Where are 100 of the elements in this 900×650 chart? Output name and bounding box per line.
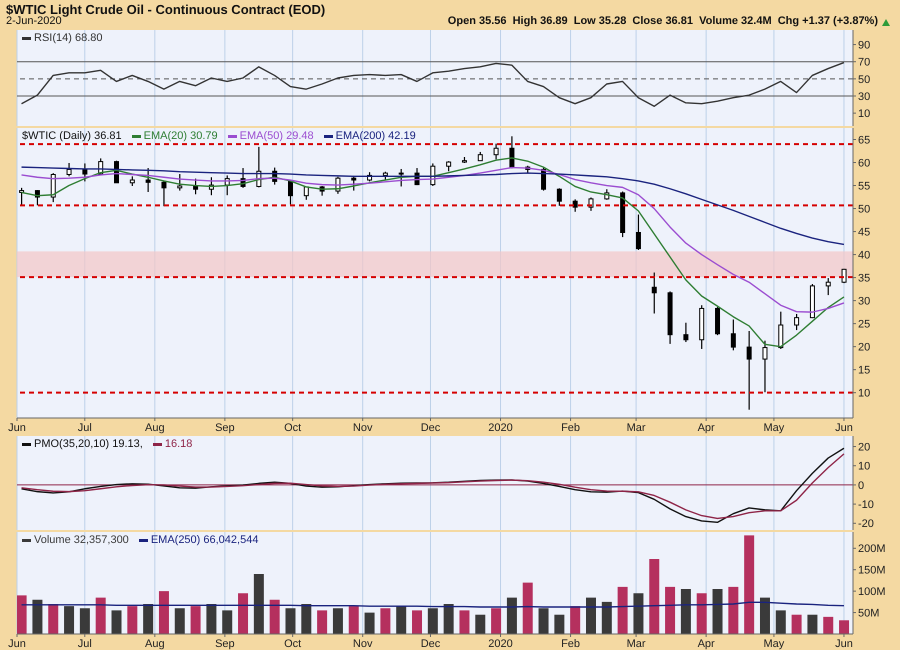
candlestick: [794, 313, 800, 331]
y-tick-label: 35: [858, 272, 870, 285]
y-tick-label: 25: [858, 318, 870, 331]
chart-title: $WTIC Light Crude Oil - Continuous Contract (EOD): [6, 2, 326, 17]
x-tick-label: 2020: [488, 422, 513, 434]
candlestick: [177, 173, 182, 192]
chart-subtitle: 2-Jun-2020: [6, 15, 62, 27]
bar: [348, 606, 359, 634]
y-tick-label: 60: [858, 157, 870, 170]
candlestick: [730, 318, 736, 351]
candlestick: [636, 214, 641, 251]
legend-label: Volume 32,357,300: [33, 534, 129, 546]
x-tick-label: Nov: [352, 638, 373, 650]
y-tick-label: 50: [858, 74, 870, 86]
y-tick-label: 10: [858, 108, 870, 120]
candlestick: [66, 162, 72, 177]
bar: [222, 610, 232, 634]
bar: [380, 608, 390, 634]
candlestick: [826, 277, 831, 296]
bar: [48, 604, 58, 634]
bar: [112, 610, 122, 634]
bar: [491, 608, 502, 634]
x-tick-label: Oct: [284, 422, 302, 434]
y-tick-label: 70: [858, 56, 870, 69]
candlestick: [446, 160, 452, 172]
y-tick-label: 15: [858, 364, 870, 377]
bar: [143, 604, 154, 634]
candlestick: [82, 162, 88, 182]
bar: [364, 612, 375, 634]
x-tick-label: Jun: [8, 422, 26, 434]
x-tick-label: Feb: [561, 422, 580, 434]
bar: [444, 604, 454, 634]
candlestick: [19, 187, 24, 206]
legend-label: EMA(250) 66,042,544: [150, 534, 258, 546]
y-tick-label: 20: [858, 441, 870, 454]
y-tick-label: -20: [858, 518, 874, 530]
legend-label: PMO(35,20,10) 19.13,: [33, 438, 143, 450]
bar: [602, 602, 612, 634]
bar: [475, 614, 486, 634]
bar: [17, 595, 27, 634]
bar: [744, 535, 754, 634]
y-tick-label: 0: [858, 480, 864, 492]
bar: [618, 586, 628, 634]
bar: [80, 608, 90, 634]
bar: [665, 586, 676, 634]
bar: [839, 620, 850, 634]
bar: [586, 598, 596, 634]
y-tick-label: 50M: [858, 607, 880, 620]
y-tick-label: -10: [858, 499, 874, 512]
x-tick-label: May: [764, 422, 785, 434]
bar: [127, 606, 138, 634]
y-tick-label: 90: [858, 39, 870, 52]
x-tick-label: Nov: [352, 422, 373, 434]
bar: [158, 591, 169, 634]
y-tick-label: 200M: [858, 543, 886, 556]
line-series: [20, 62, 845, 107]
candlestick: [146, 167, 151, 193]
y-tick-label: 30: [858, 90, 870, 103]
bar: [696, 593, 707, 634]
x-tick-label: May: [764, 638, 785, 650]
bar: [712, 589, 723, 634]
bar: [190, 606, 201, 634]
candlestick: [746, 330, 752, 410]
candlestick: [652, 272, 657, 314]
bar: [412, 610, 422, 634]
bar: [554, 614, 564, 634]
candlestick: [778, 311, 784, 350]
candlestick: [161, 180, 166, 207]
x-tick-label: Aug: [145, 638, 165, 650]
candlestick: [398, 168, 404, 188]
y-tick-label: 20: [858, 342, 870, 354]
bar: [301, 604, 312, 634]
candlestick: [130, 176, 135, 187]
candlestick: [288, 180, 293, 206]
bar: [428, 608, 438, 634]
y-tick-label: 100M: [858, 586, 886, 598]
legend-label: EMA(50) 29.48: [238, 130, 314, 142]
y-tick-label: 55: [858, 180, 870, 192]
x-tick-label: Jun: [835, 638, 853, 650]
y-tick-label: 45: [858, 226, 870, 238]
bar: [792, 614, 802, 634]
y-tick-label: 150M: [858, 564, 886, 577]
x-tick-label: Dec: [420, 422, 441, 434]
bar: [270, 600, 280, 634]
bar: [206, 604, 216, 634]
x-tick-label: Sep: [215, 422, 235, 434]
bar: [174, 608, 185, 634]
bar: [254, 574, 264, 634]
bar: [96, 598, 106, 634]
candlestick: [683, 322, 688, 343]
candlestick: [556, 188, 562, 206]
legend-title: $WTIC (Daily) 36.81: [22, 130, 122, 142]
legend-label: RSI(14) 68.80: [33, 32, 102, 44]
bar: [728, 586, 738, 634]
x-tick-label: Apr: [698, 638, 716, 650]
bar: [522, 582, 533, 634]
bar: [823, 616, 834, 634]
y-tick-label: 10: [858, 460, 870, 473]
bar: [506, 598, 517, 634]
bar: [807, 614, 818, 634]
